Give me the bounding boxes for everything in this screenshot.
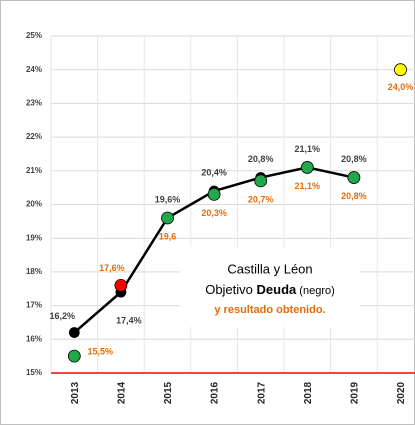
data-label: 20,8% (341, 154, 367, 164)
y-tick-label: 16% (26, 334, 42, 343)
y-tick-label: 25% (26, 31, 42, 40)
marker (161, 211, 174, 225)
data-label: 21,1% (295, 181, 321, 191)
annotation: Castilla y Léon Objetivo Deuda (negro) y r… (180, 247, 360, 327)
data-label: 19,6% (155, 194, 181, 204)
y-tick-label: 17% (26, 301, 42, 310)
y-tick-label: 20% (26, 200, 42, 209)
y-tick-label: 22% (26, 132, 42, 141)
annotation-text: Deuda (257, 282, 298, 297)
data-label: 21,1% (295, 144, 321, 154)
data-label: 24,0% (388, 82, 414, 92)
annotation-line: y resultado obtenido. (214, 304, 325, 316)
annotation-line: Castilla y Léon (227, 261, 312, 276)
y-tick-label: 23% (26, 99, 42, 108)
marker (394, 63, 407, 77)
marker (254, 174, 268, 188)
marker (67, 349, 81, 363)
x-tick-label: 2015 (163, 381, 174, 404)
x-tick-label: 2013 (70, 381, 81, 404)
data-label: 15,5% (88, 347, 114, 357)
x-tick-label: 2019 (350, 381, 361, 404)
marker (68, 327, 80, 338)
data-label: 19,6 (159, 231, 177, 241)
y-tick-label: 19% (26, 233, 42, 242)
x-tick-label: 2017 (256, 381, 267, 404)
marker (300, 161, 314, 174)
y-tick-label: 24% (26, 65, 42, 74)
marker (114, 278, 128, 292)
y-tick-label: 21% (26, 166, 42, 175)
data-label: 17,4% (116, 315, 142, 325)
marker (347, 171, 361, 184)
x-tick-label: 2014 (117, 381, 128, 404)
x-tick-label: 2016 (210, 381, 221, 404)
x-tick-label: 2020 (396, 381, 407, 404)
data-label: 20,8% (248, 154, 274, 164)
data-label: 20,4% (201, 167, 227, 177)
y-tick-label: 15% (26, 368, 42, 377)
annotation-line: Objetivo Deuda (negro) (205, 282, 335, 297)
data-label: 16,2% (50, 311, 76, 321)
marker (207, 187, 221, 201)
data-label: 20,8% (341, 191, 367, 201)
data-label: 20,7% (248, 194, 274, 204)
x-tick-label: 2018 (303, 381, 314, 404)
annotation-text: (negro) (296, 285, 335, 297)
annotation-text: Objetivo (205, 282, 256, 297)
annotation-box (180, 247, 360, 327)
data-label: 20,3% (201, 208, 227, 218)
y-tick-label: 18% (26, 267, 42, 276)
data-label: 17,6% (99, 263, 125, 273)
